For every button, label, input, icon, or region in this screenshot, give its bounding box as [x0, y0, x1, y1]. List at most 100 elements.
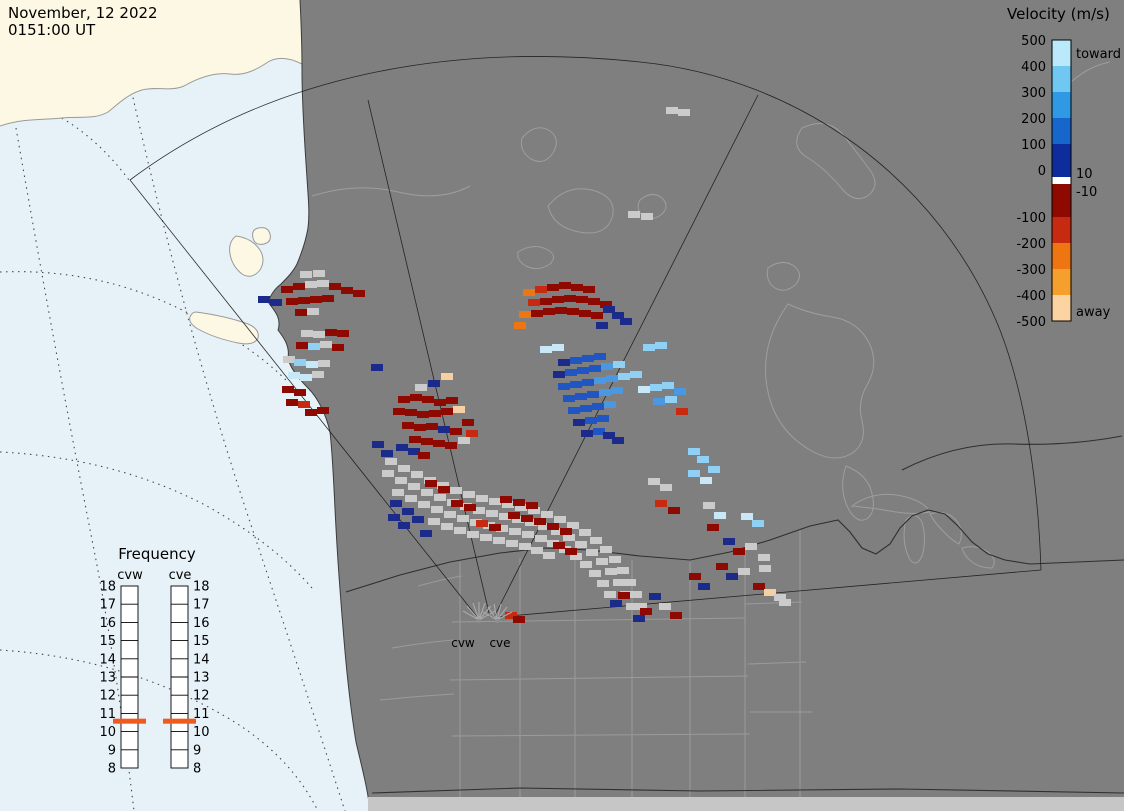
velocity-data-cell — [353, 290, 365, 297]
velocity-data-cell — [543, 308, 555, 315]
velocity-data-cell — [624, 579, 636, 586]
velocity-data-cell — [571, 284, 583, 291]
velocity-data-cell — [420, 530, 432, 537]
velocity-data-cell — [294, 389, 306, 396]
velocity-data-cell — [759, 565, 771, 572]
velocity-data-cell — [441, 523, 453, 530]
velocity-data-cell — [579, 529, 591, 536]
velocity-data-cell — [288, 372, 300, 379]
frequency-tick-label: 18 — [193, 580, 210, 595]
velocity-data-cell — [434, 494, 446, 501]
velocity-data-cell — [659, 603, 671, 610]
velocity-data-cell — [493, 537, 505, 544]
velocity-data-cell — [294, 359, 306, 366]
frequency-marker — [163, 718, 196, 724]
velocity-data-cell — [417, 411, 429, 418]
radar-sites: cvw cve — [451, 602, 513, 650]
velocity-data-cell — [513, 499, 525, 506]
colorbar-segment — [1052, 40, 1071, 66]
frequency-tick-label: 10 — [99, 725, 116, 740]
velocity-data-cell — [617, 567, 629, 574]
velocity-data-cell — [393, 408, 405, 415]
velocity-data-cell — [641, 213, 653, 220]
velocity-data-cell — [697, 456, 709, 463]
velocity-data-cell — [528, 507, 540, 514]
velocity-data-cell — [395, 477, 407, 484]
velocity-data-cell — [305, 409, 317, 416]
velocity-data-cell — [258, 296, 270, 303]
velocity-data-cell — [421, 489, 433, 496]
velocity-data-cell — [512, 516, 524, 523]
velocity-data-cell — [558, 359, 570, 366]
velocity-data-cell — [428, 380, 440, 387]
velocity-data-cell — [402, 422, 414, 429]
velocity-data-cell — [723, 538, 735, 545]
velocity-legend: Velocity (m/s) 500 400 300 200 100 0 -100 -200 -… — [1007, 5, 1121, 330]
velocity-data-cell — [463, 491, 475, 498]
velocity-data-cell — [655, 342, 667, 349]
velocity-data-cell — [689, 573, 701, 580]
radar-site-glyph-cve — [482, 603, 513, 621]
velocity-data-cell — [502, 501, 514, 508]
velocity-data-cell — [337, 330, 349, 337]
velocity-data-cell — [499, 513, 511, 520]
velocity-data-cell — [698, 583, 710, 590]
velocity-data-cell — [568, 407, 580, 414]
frequency-tick-label: 8 — [193, 762, 201, 777]
velocity-data-cell — [714, 512, 726, 519]
velocity-data-cell — [554, 516, 566, 523]
velocity-colorbar: 500 400 300 200 100 0 -100 -200 -300 -400 -500 — [1016, 34, 1072, 330]
velocity-data-cell — [298, 297, 310, 304]
velocity-data-cell — [612, 312, 624, 319]
velocity-data-cell — [396, 444, 408, 451]
velocity-data-cell — [567, 522, 579, 529]
velocity-data-cell — [605, 568, 617, 575]
velocity-data-cell — [579, 310, 591, 317]
velocity-data-cell — [563, 395, 575, 402]
velocity-data-cell — [543, 552, 555, 559]
velocity-data-cell — [630, 591, 642, 598]
velocity-data-cell — [573, 419, 585, 426]
velocity-data-cell — [553, 371, 565, 378]
velocity-data-cell — [371, 364, 383, 371]
velocity-data-cell — [429, 410, 441, 417]
velocity-data-cell — [653, 398, 665, 405]
velocity-data-cell — [618, 373, 630, 380]
near-zero-pos-label: 10 — [1076, 167, 1093, 182]
velocity-data-cell — [774, 594, 786, 601]
velocity-data-cell — [678, 109, 690, 116]
velocity-data-cell — [415, 384, 427, 391]
colorbar-zero-gap — [1052, 177, 1071, 184]
velocity-data-cell — [392, 489, 404, 496]
velocity-data-cell — [752, 520, 764, 527]
velocity-data-cell — [603, 432, 615, 439]
velocity-data-cell — [666, 107, 678, 114]
velocity-data-cell — [716, 563, 728, 570]
velocity-data-cell — [534, 518, 546, 525]
velocity-data-cell — [437, 482, 449, 489]
velocity-data-cell — [418, 452, 430, 459]
velocity-data-cell — [604, 401, 616, 408]
velocity-data-cell — [662, 382, 674, 389]
velocity-data-cell — [609, 556, 621, 563]
velocity-data-cell — [620, 318, 632, 325]
velocity-data-cell — [575, 541, 587, 548]
velocity-data-cell — [592, 403, 604, 410]
frequency-tick-label: 12 — [99, 689, 116, 704]
velocity-data-cell — [580, 561, 592, 568]
velocity-data-cell — [604, 591, 616, 598]
velocity-data-cell — [286, 399, 298, 406]
velocity-data-cell — [444, 511, 456, 518]
coastal-land — [0, 0, 303, 345]
frequency-tick-label: 15 — [193, 634, 210, 649]
velocity-data-cell — [688, 470, 700, 477]
velocity-data-cell — [414, 424, 426, 431]
velocity-data-cell — [409, 436, 421, 443]
velocity-data-cell — [281, 286, 293, 293]
velocity-data-cell — [583, 286, 595, 293]
velocity-data-cell — [753, 583, 765, 590]
frequency-tick-label: 10 — [193, 725, 210, 740]
velocity-data-cell — [535, 286, 547, 293]
velocity-data-cell — [665, 396, 677, 403]
